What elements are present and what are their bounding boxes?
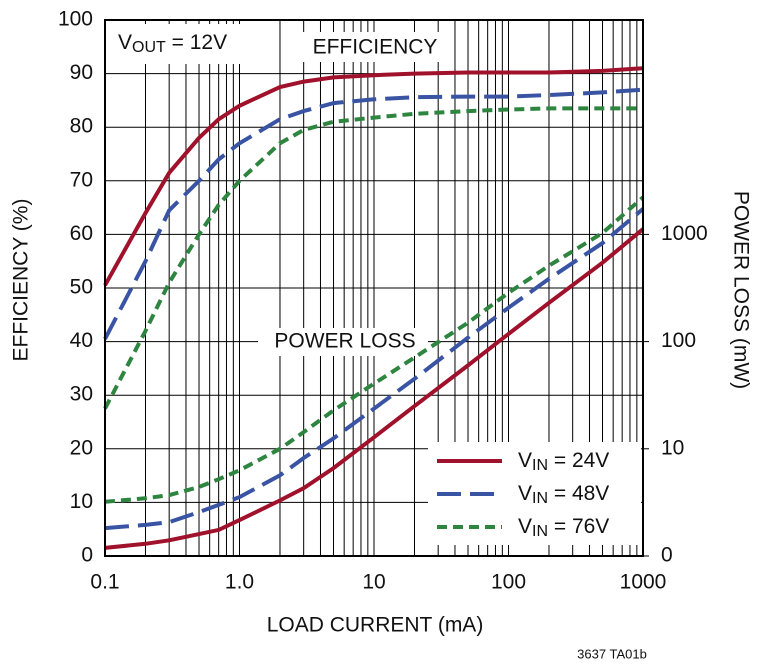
efficiency-line (103, 106, 643, 410)
y-tick-label: 0 (81, 544, 93, 567)
legend-label: VIN = 48V (518, 482, 609, 508)
annotation: VOUT = 12V (118, 31, 227, 57)
legend-label: VIN = 76V (518, 515, 609, 541)
annotation-bg (298, 32, 450, 62)
y2-tick-label: 10 (661, 436, 684, 459)
x-tick-label: 100 (491, 571, 526, 594)
annotation: EFFICIENCY (313, 36, 438, 59)
y-tick-label: 30 (70, 383, 93, 406)
efficiency-line (103, 87, 644, 340)
legend-label: VIN = 24V (518, 449, 609, 475)
y2-tick-label: 100 (661, 329, 696, 352)
y-tick-label: 90 (70, 61, 93, 84)
y2-tick-label: 1000 (661, 222, 708, 245)
footnote: 3637 TA01b (577, 646, 647, 661)
y-axis-label: EFFICIENCY (%) (10, 199, 33, 362)
x-tick-label: 1000 (620, 571, 667, 594)
y-tick-label: 80 (70, 115, 93, 138)
y2-tick-label: 0 (661, 544, 673, 567)
x-tick-label: 1.0 (225, 571, 254, 594)
y-tick-label: 20 (70, 436, 93, 459)
frame (104, 19, 644, 557)
efficiency-line (103, 66, 644, 287)
x-tick-label: 0.1 (90, 571, 119, 594)
x-axis-label: LOAD CURRENT (mA) (267, 614, 484, 637)
y-tick-label: 70 (70, 168, 93, 191)
annotation: POWER LOSS (274, 330, 415, 353)
x-tick-label: 10 (362, 571, 385, 594)
y-tick-label: 100 (58, 8, 93, 31)
power-loss-line (104, 195, 645, 504)
power-loss-line (104, 227, 645, 550)
annotation-bg (258, 328, 428, 356)
y-tick-label: 10 (70, 490, 93, 513)
power-loss-line (104, 207, 645, 531)
y-tick-label: 50 (70, 276, 93, 299)
annotation-bg (109, 24, 257, 64)
y-tick-label: 40 (70, 329, 93, 352)
y2-axis-label: POWER LOSS (mW) (729, 191, 752, 389)
y-tick-label: 60 (70, 222, 93, 245)
